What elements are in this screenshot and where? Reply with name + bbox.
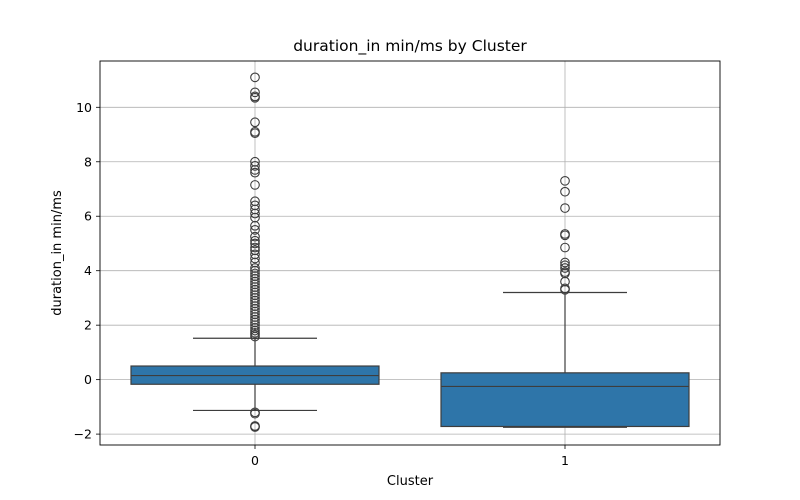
x-tick-label: 1: [561, 453, 569, 468]
axes: −2 0 2 4 6 8 10 0 1: [74, 60, 721, 468]
outlier-point: [560, 242, 570, 253]
outlier-point: [250, 208, 260, 219]
outlier-point: [560, 175, 570, 186]
y-tick-label: 4: [84, 263, 92, 278]
outlier-point: [250, 128, 260, 139]
outlier-point: [250, 180, 260, 190]
y-tick-label: 2: [84, 318, 92, 333]
box-group-cluster-0: [130, 72, 380, 432]
outlier-point: [560, 284, 570, 295]
outlier-point: [250, 331, 260, 342]
outlier-point: [560, 263, 570, 273]
outlier-point: [250, 242, 260, 253]
outlier-point: [560, 230, 570, 241]
outlier-point: [250, 231, 260, 242]
iqr-box: [440, 372, 690, 428]
y-tick-label: 0: [84, 372, 92, 387]
outlier-point: [560, 186, 570, 197]
outlier-point: [250, 220, 260, 231]
outlier-point: [250, 167, 260, 178]
outlier-point: [250, 408, 260, 419]
outlier-point: [250, 235, 260, 246]
outlier-point: [250, 92, 260, 103]
y-axis-label: duration_in min/ms: [50, 190, 65, 316]
y-tick-label: 10: [76, 100, 92, 115]
chart-title: duration_in min/ms by Cluster: [293, 37, 527, 56]
y-tick-label: 8: [84, 154, 92, 169]
y-tick-label: −2: [74, 427, 92, 442]
outlier-point: [560, 257, 570, 268]
outlier-point: [250, 253, 260, 264]
outlier-point: [250, 422, 260, 432]
outlier-point: [250, 72, 260, 83]
outlier-point: [560, 203, 570, 213]
outlier-point: [250, 161, 260, 171]
outlier-point: [250, 238, 260, 249]
outlier-point: [250, 225, 260, 235]
outlier-point: [250, 117, 260, 128]
y-tick-label: 6: [84, 209, 92, 224]
box-plot-marks: [130, 72, 690, 432]
outlier-point: [250, 165, 260, 175]
plot-frame: [99, 60, 721, 446]
box-group-cluster-1: [440, 175, 690, 428]
x-axis-label: Cluster: [387, 474, 434, 489]
outlier-point: [250, 320, 260, 331]
x-tick-label: 0: [251, 453, 259, 468]
outlier-point: [250, 87, 260, 98]
